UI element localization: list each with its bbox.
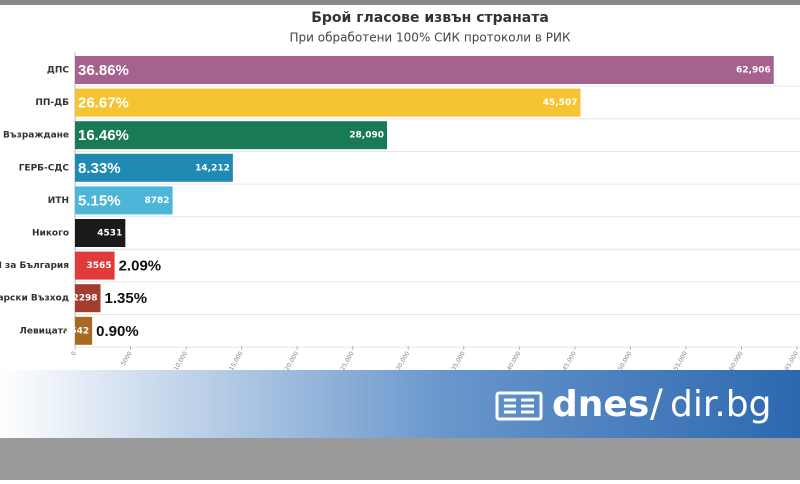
logo-dirbg: dir.bg [670,384,772,425]
value-label: 28,090 [349,131,384,141]
value-label: 4531 [97,229,122,239]
x-tick-label: 5000 [120,350,134,367]
bar [75,121,388,150]
bar [75,219,126,247]
share-label: 1.35% [105,290,148,307]
logo-dnes: dnes [552,384,649,425]
bar [75,56,774,84]
logo-separator: / [650,382,663,426]
x-tick-label: 15,000 [228,350,245,372]
x-tick-label: 35,000 [450,350,467,372]
value-label: 1542 [64,326,89,336]
banner [0,370,800,438]
bar [75,186,173,215]
category-label: ГЕРБ-СДС [19,163,70,173]
bar [75,284,101,313]
share-label: 26.67% [78,95,129,112]
value-label: 62,906 [736,66,771,76]
chart-title: Брой гласове извън страната [311,10,549,26]
category-label: Левицата [19,326,69,336]
plot: 0 5000 10,000 15,000 20,000 25,000 30,000 35,00… [0,52,800,372]
share-label: 2.09% [119,258,162,275]
x-tick-label: 40,000 [506,350,523,372]
category-label: ПП-ДБ [35,98,69,108]
share-label: 36.86% [78,62,129,79]
x-tick-label: 65,000 [783,350,800,372]
category-label: Никого [32,229,69,239]
share-label: 8.33% [78,160,121,177]
x-tick-label: 45,000 [561,350,578,372]
bar [75,88,581,117]
x-tick-label: 60,000 [728,350,745,372]
x-tick-label: 0 [70,350,78,357]
x-tick-label: 30,000 [395,350,412,372]
category-label: ДПС [47,66,70,76]
bottom-strip [0,438,800,480]
category-label: Български Възход [0,294,69,304]
x-tick-label: 55,000 [672,350,689,372]
value-label: 3565 [87,261,112,271]
value-label: 2298 [72,294,97,304]
chart-subtitle: При обработени 100% СИК протоколи в РИК [290,31,571,45]
bar [75,316,93,345]
value-label: 14,212 [195,163,230,173]
x-tick-label: 20,000 [284,350,301,372]
share-label: 16.46% [78,127,129,144]
category-label: ИТН [48,196,69,206]
value-label: 8782 [144,196,169,206]
bar [75,251,115,280]
x-tick-label: 50,000 [617,350,634,372]
category-label: БСП за България [0,261,69,271]
top-strip [0,0,800,5]
x-tick-label: 10,000 [173,350,190,372]
bar [75,153,233,182]
share-label: 5.15% [78,192,121,209]
value-label: 45,507 [543,98,578,108]
share-label: 0.90% [96,323,139,340]
category-label: Възраждане [3,131,69,141]
x-tick-label: 25,000 [339,350,356,372]
news-icon [495,391,543,421]
